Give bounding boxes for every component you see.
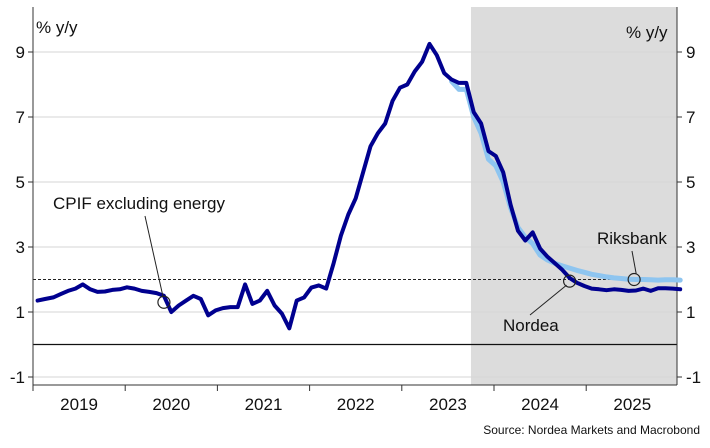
- annotation-cpif-label: CPIF excluding energy: [53, 194, 225, 213]
- x-tick-label-2024: 2024: [521, 395, 559, 414]
- annotation-leaders: [144, 215, 637, 316]
- annotation-marker-nordea-0: [157, 295, 171, 309]
- annotation-marker-nordea-1: [563, 274, 577, 288]
- left-y-tick-labels: -1 1 3 5 7 9: [10, 43, 33, 387]
- x-tick-labels: 2019 2020 2021 2022 2023 2024 2025: [32, 385, 651, 414]
- left-y-tick-label--1: -1: [10, 368, 25, 387]
- right-y-axis-unit: % y/y: [626, 23, 668, 42]
- series-line-riksbank: [449, 78, 683, 283]
- source-note: Source: Nordea Markets and Macrobond: [483, 423, 700, 437]
- forecast-shaded-area: [470, 7, 677, 385]
- leader-cpif: [144, 215, 164, 297]
- series-lines: [35, 41, 683, 331]
- annotation-marker-riksbank-2: [627, 272, 641, 287]
- leader-riksbank: [631, 250, 637, 274]
- right-y-tick-labels: -1 1 3 5 7 9: [677, 43, 701, 387]
- right-y-tick-label-7: 7: [686, 108, 695, 127]
- series-line-nordea: [35, 41, 683, 331]
- x-tick-label-2020: 2020: [152, 395, 190, 414]
- right-y-tick-label-1: 1: [686, 303, 695, 322]
- x-tick-label-2022: 2022: [337, 395, 375, 414]
- right-y-tick-label-3: 3: [686, 238, 695, 257]
- annotation-markers: [157, 272, 641, 309]
- left-y-tick-label-7: 7: [16, 108, 25, 127]
- leader-nordea: [529, 284, 567, 316]
- left-y-tick-label-3: 3: [16, 238, 25, 257]
- x-tick-label-2019: 2019: [60, 395, 98, 414]
- x-tick-label-2023: 2023: [429, 395, 467, 414]
- annotation-nordea-label: Nordea: [503, 316, 559, 335]
- right-y-tick-label-5: 5: [686, 173, 695, 192]
- annotation-riksbank-label: Riksbank: [597, 229, 667, 248]
- x-tick-label-2025: 2025: [613, 395, 651, 414]
- right-y-tick-label-9: 9: [686, 43, 695, 62]
- left-y-tick-label-1: 1: [16, 303, 25, 322]
- right-y-tick-label--1: -1: [686, 368, 701, 387]
- left-y-tick-label-5: 5: [16, 173, 25, 192]
- left-y-axis-unit: % y/y: [36, 18, 78, 37]
- gridlines: [33, 51, 677, 378]
- left-y-tick-label-9: 9: [16, 43, 25, 62]
- x-tick-label-2021: 2021: [245, 395, 283, 414]
